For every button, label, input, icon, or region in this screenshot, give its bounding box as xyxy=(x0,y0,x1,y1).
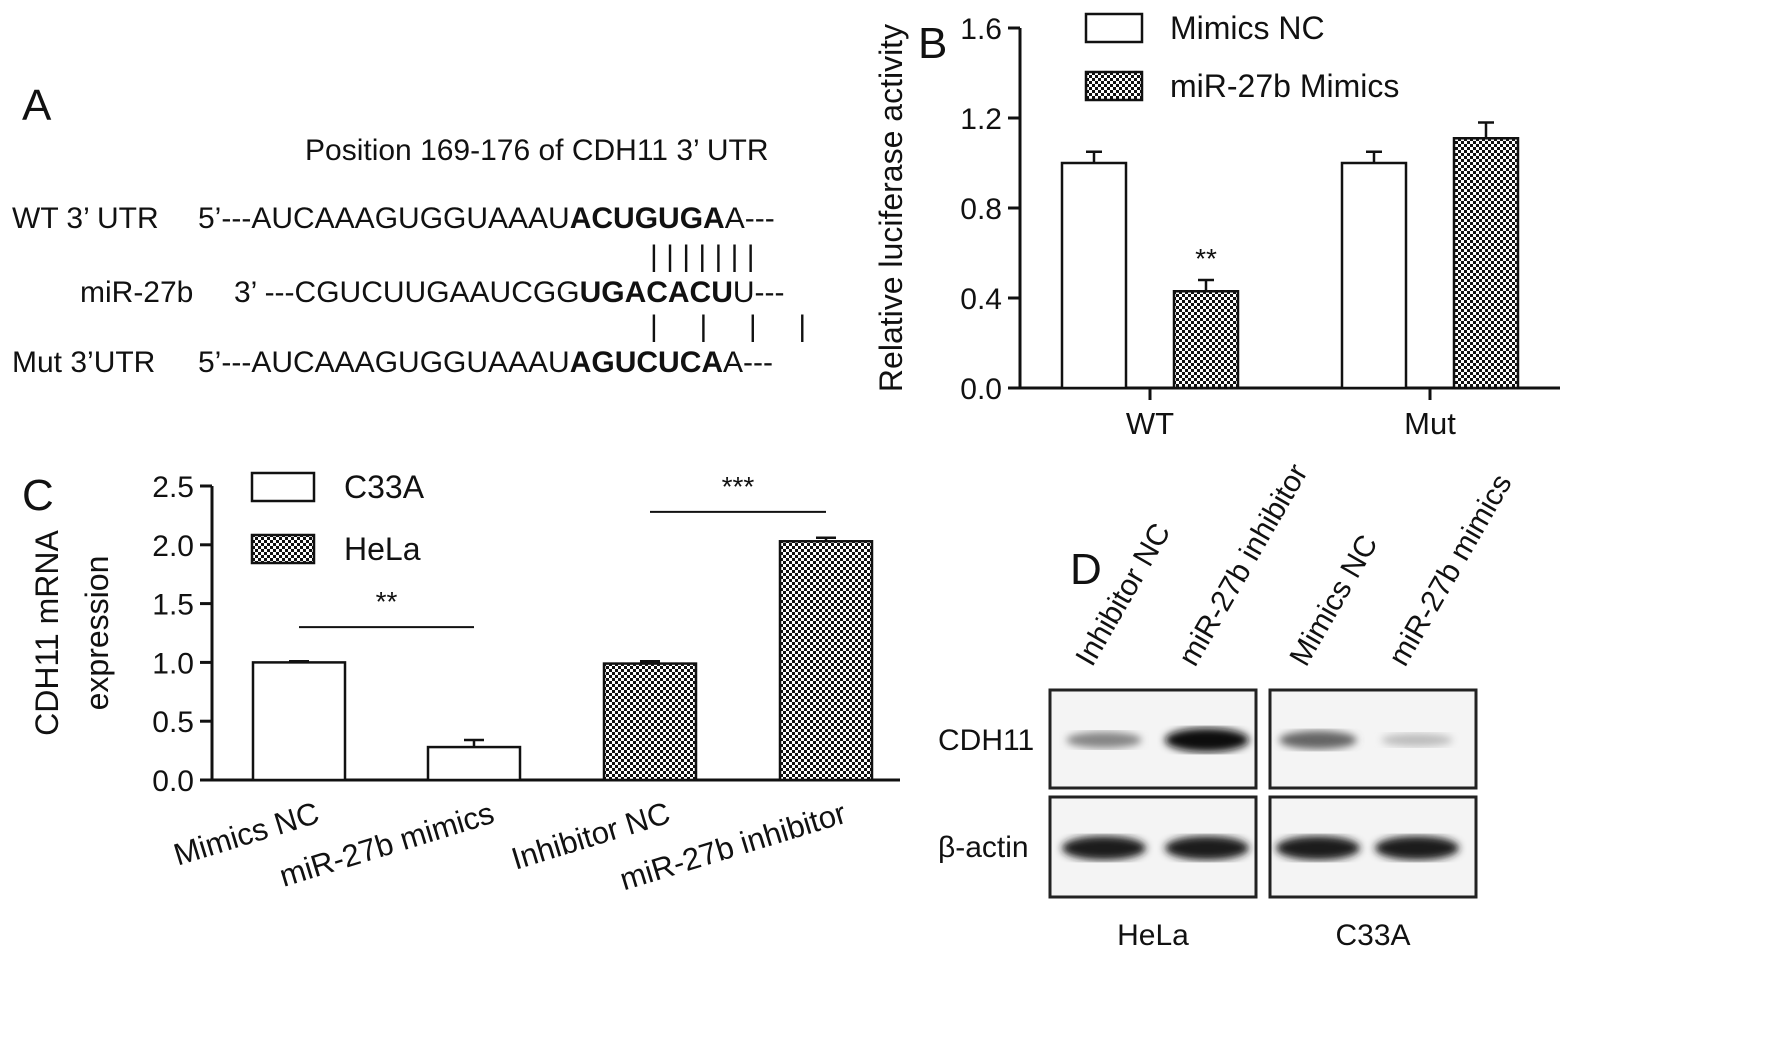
mir27b-label: miR-27b xyxy=(80,276,193,309)
panel-c: C 0.0 0.5 1.0 1.5 2.0 2.5 CDH11 mRNA expression… xyxy=(22,469,900,897)
y-tick-label: 0.0 xyxy=(152,765,194,798)
group-label-c33a: C33A xyxy=(1335,919,1410,952)
y-tick-label: 0.4 xyxy=(960,283,1002,316)
wt-prefix: 5’---AUCAAAGUGGUAAAU xyxy=(198,202,570,235)
panel-b-label: B xyxy=(918,19,947,68)
mir27b-sequence: 3’ ---CGUCUUGAAUCGGUGACACUU--- xyxy=(234,276,785,309)
mut-suffix: A--- xyxy=(723,346,773,379)
significance-label: ** xyxy=(376,586,398,617)
x-tick-label: WT xyxy=(1126,406,1174,441)
legend-swatch xyxy=(250,533,316,565)
y-tick-label: 1.5 xyxy=(152,589,194,622)
mir-seed: UGACACU xyxy=(580,276,733,309)
mut-prefix: 5’---AUCAAAGUGGUAAAU xyxy=(198,346,570,379)
legend-swatch xyxy=(250,471,316,503)
cdh11-band xyxy=(1066,731,1142,749)
pairing-lines-top: | | | | | | | xyxy=(650,240,755,273)
wt-utr-label: WT 3’ UTR xyxy=(12,202,159,235)
actin-band xyxy=(1062,836,1146,860)
wt-seed: ACUGUGA xyxy=(570,202,725,235)
lane-label: Mimics NC xyxy=(1283,529,1384,671)
y-tick-label: 0.5 xyxy=(152,706,194,739)
actin-band xyxy=(1165,836,1249,860)
legend-label: miR-27b Mimics xyxy=(1170,68,1399,104)
mir-prefix: 3’ ---CGUCUUGAAUCGG xyxy=(234,276,580,309)
panel-c-label: C xyxy=(22,471,54,520)
bar xyxy=(1060,161,1128,390)
actin-band xyxy=(1375,836,1459,860)
panel-a-title: Position 169-176 of CDH11 3’ UTR xyxy=(305,134,769,167)
cdh11-band xyxy=(1381,733,1453,747)
x-tick-label: Mut xyxy=(1404,406,1456,441)
significance-label: ** xyxy=(1195,243,1217,274)
bar xyxy=(426,745,522,782)
group-label-hela: HeLa xyxy=(1117,919,1189,952)
y-tick-label: 0.8 xyxy=(960,193,1002,226)
legend-label: HeLa xyxy=(344,531,421,567)
lane-label: miR-27b mimics xyxy=(1382,469,1518,672)
row-label-cdh11: CDH11 xyxy=(938,724,1034,757)
y-tick-label: 1.2 xyxy=(960,103,1002,136)
bar xyxy=(1172,290,1240,390)
cdh11-band xyxy=(1279,730,1357,750)
panel-a-label: A xyxy=(22,81,52,130)
legend-swatch xyxy=(1084,12,1144,44)
bar xyxy=(602,662,698,782)
y-axis-label: Relative luciferase activity xyxy=(873,24,909,392)
wt-suffix: A--- xyxy=(725,202,775,235)
y-tick-label: 1.6 xyxy=(960,13,1002,46)
luciferase-chart: 0.0 0.4 0.8 1.2 1.6 Relative luciferase activ… xyxy=(873,10,1560,441)
y-axis-label-line1: CDH11 mRNA xyxy=(29,530,65,736)
wt-utr-sequence: 5’---AUCAAAGUGGUAAAUACUGUGAA--- xyxy=(198,202,775,235)
y-tick-label: 2.0 xyxy=(152,530,194,563)
panel-d-label: D xyxy=(1070,545,1102,594)
y-tick-label: 2.5 xyxy=(152,471,194,504)
legend-swatch xyxy=(1084,70,1144,102)
y-tick-label: 0.0 xyxy=(960,373,1002,406)
legend-label: Mimics NC xyxy=(1170,10,1325,46)
bar xyxy=(251,661,347,782)
mut-seed: AGUCUCA xyxy=(570,346,723,379)
mir-suffix: U--- xyxy=(733,276,785,309)
lane-label: Inhibitor NC xyxy=(1069,518,1177,672)
panel-b: B 0.0 0.4 0.8 1.2 1.6 Relative luciferase act… xyxy=(873,10,1560,441)
legend-label: C33A xyxy=(344,469,425,505)
bar xyxy=(1452,137,1520,390)
actin-band xyxy=(1276,836,1360,860)
mut-utr-sequence: 5’---AUCAAAGUGGUAAAUAGUCUCAA--- xyxy=(198,346,773,379)
significance-label: *** xyxy=(722,471,755,502)
cdh11-band xyxy=(1165,728,1249,752)
bar xyxy=(1340,161,1408,390)
mut-utr-label: Mut 3’UTR xyxy=(12,346,155,379)
y-axis-label-line2: expression xyxy=(79,556,115,711)
y-tick-label: 1.0 xyxy=(152,647,194,680)
row-label-actin: β-actin xyxy=(938,831,1029,864)
bar xyxy=(778,540,874,782)
pairing-lines-bottom: | | | | xyxy=(650,310,806,343)
panel-a: A Position 169-176 of CDH11 3’ UTR WT 3’… xyxy=(12,81,806,379)
